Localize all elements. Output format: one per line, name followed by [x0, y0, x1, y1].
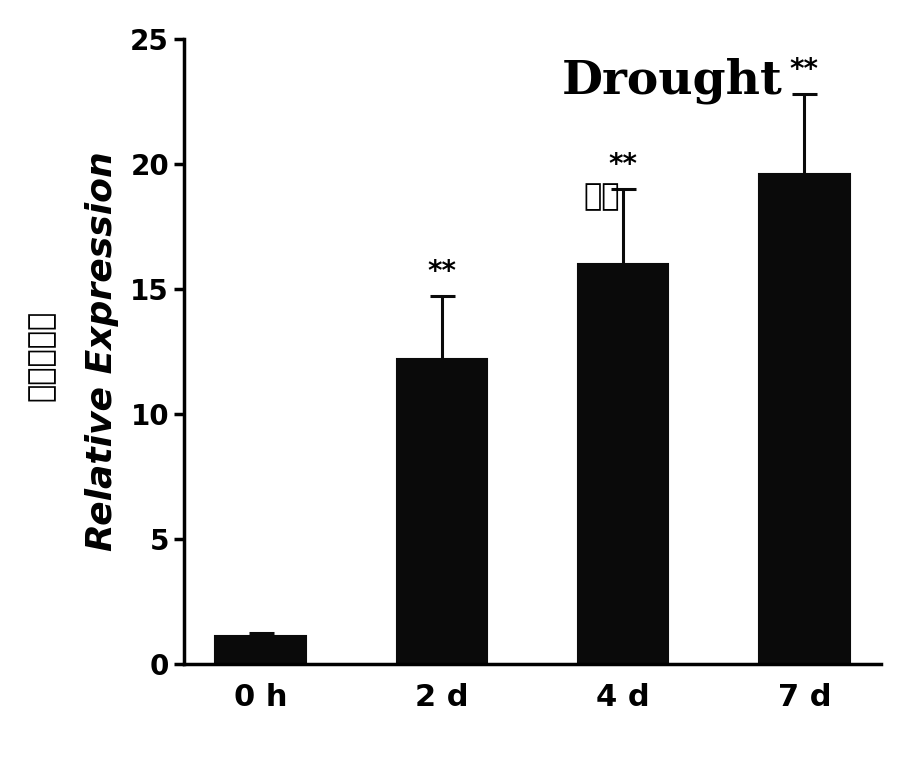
Text: 相对表达量: 相对表达量: [27, 310, 56, 401]
Text: **: **: [789, 56, 819, 83]
Text: **: **: [609, 151, 637, 178]
Y-axis label: Relative Expression: Relative Expression: [85, 151, 119, 551]
Text: **: **: [428, 258, 456, 286]
Bar: [397, 359, 487, 664]
Bar: [577, 264, 668, 664]
Text: Drought: Drought: [562, 57, 782, 104]
Text: 干旱: 干旱: [584, 182, 621, 212]
Bar: [759, 174, 849, 664]
Bar: [216, 636, 306, 664]
